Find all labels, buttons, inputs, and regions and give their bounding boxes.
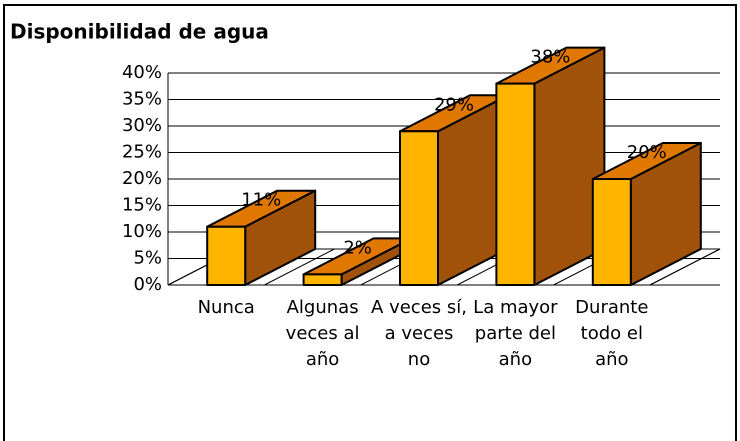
value-label: 38% <box>530 47 570 68</box>
x-tick-label: A veces sí, a veces no <box>371 297 467 370</box>
value-label: 20% <box>627 142 667 163</box>
y-tick-label: 15% <box>122 195 162 216</box>
x-tick-label: Algunas veces al año <box>285 297 360 370</box>
floor-line <box>649 248 721 286</box>
floor-line <box>264 248 335 286</box>
value-label: 29% <box>434 94 474 115</box>
y-tick-label: 10% <box>122 221 162 242</box>
frame-border <box>3 4 737 441</box>
value-label: 11% <box>241 190 281 211</box>
bar <box>399 130 439 286</box>
y-tick-label: 0% <box>133 274 162 295</box>
chart-title: Disponibilidad de agua <box>10 20 269 44</box>
y-tick-label: 40% <box>122 62 162 83</box>
x-tick-label: Nunca <box>197 297 255 318</box>
x-tick-label: Durante todo el año <box>575 297 649 370</box>
y-tick-label: 30% <box>122 115 162 136</box>
y-tick-label: 35% <box>122 89 162 110</box>
y-tick-label: 20% <box>122 168 162 189</box>
value-label: 2% <box>343 237 372 258</box>
bar <box>206 225 247 286</box>
y-tick-label: 5% <box>133 248 162 269</box>
bar <box>495 82 536 286</box>
bar <box>591 178 632 286</box>
bar <box>302 273 343 286</box>
y-tick-label: 25% <box>122 142 162 163</box>
x-tick-label: La mayor parte del año <box>473 297 558 370</box>
